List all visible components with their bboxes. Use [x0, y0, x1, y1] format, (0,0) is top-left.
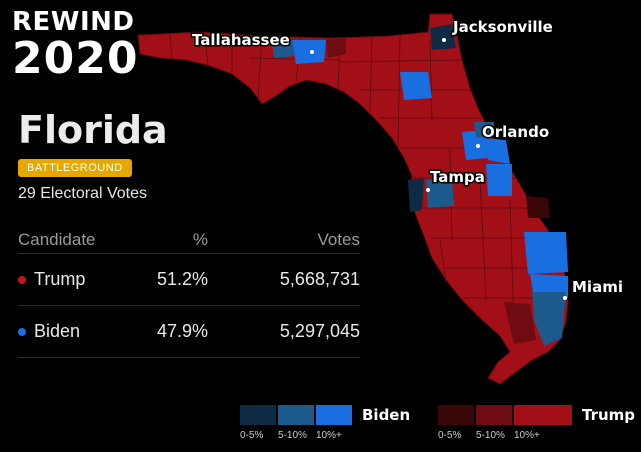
table-row-trump: Trump 51.2% 5,668,731	[18, 254, 360, 306]
svg-text:Jacksonville: Jacksonville	[452, 18, 553, 36]
county-alachua	[400, 72, 432, 100]
legend-swatch	[438, 405, 474, 425]
state-title: Florida	[18, 108, 168, 152]
legend-label: Trump	[582, 406, 636, 424]
county-polk-osc	[486, 164, 512, 196]
legend-swatch	[316, 405, 352, 425]
city-tallahassee: Tallahassee	[191, 30, 314, 54]
county-jefferson	[326, 38, 346, 58]
legend-swatch	[240, 405, 276, 425]
city-jacksonville: Jacksonville	[442, 17, 554, 42]
trump-dot-icon	[18, 275, 26, 284]
biden-dot-icon	[18, 327, 26, 336]
header-votes: Votes	[317, 229, 360, 249]
svg-text:Tallahassee: Tallahassee	[192, 31, 290, 49]
county-miami-dade	[532, 292, 566, 346]
county-monroe-mainland	[504, 302, 536, 344]
county-seminole	[474, 122, 494, 138]
svg-text:Orlando: Orlando	[482, 123, 549, 141]
legend-biden: Biden 0-5% 5-10% 10%+	[240, 405, 410, 441]
candidate-name: Biden	[34, 321, 81, 341]
legend-tick: 5-10%	[476, 430, 505, 441]
battleground-badge: BATTLEGROUND	[18, 159, 132, 177]
county-hillsborough	[426, 180, 454, 208]
results-table: Candidate % Votes Trump 51.2% 5,668,731 …	[18, 226, 360, 358]
legend-tick: 10%+	[316, 430, 342, 441]
legend-tick: 5-10%	[278, 430, 307, 441]
header-candidate: Candidate	[18, 229, 96, 249]
candidate-votes: 5,668,731	[279, 269, 360, 289]
city-orlando: Orlando	[476, 122, 551, 148]
electoral-votes: 29 Electoral Votes	[18, 185, 147, 202]
county-leon	[292, 40, 326, 64]
city-tampa: Tampa	[426, 167, 486, 192]
candidate-name: Trump	[34, 269, 86, 289]
county-osceola	[484, 138, 510, 164]
legend-tick: 0-5%	[240, 430, 264, 441]
legend-tick: 10%+	[514, 430, 540, 441]
county-palm-beach	[524, 232, 568, 274]
svg-text:Miami: Miami	[572, 278, 623, 296]
svg-text:Tampa: Tampa	[430, 168, 485, 186]
county-pinellas	[408, 178, 424, 212]
legend-tick: 0-5%	[438, 430, 462, 441]
candidate-pct: 47.9%	[156, 321, 208, 341]
county-orange	[462, 130, 488, 160]
county-duval	[430, 24, 456, 50]
florida-state-shape	[137, 13, 569, 385]
legend-label: Biden	[362, 406, 411, 424]
county-st-lucie	[526, 196, 550, 218]
legend-swatch	[476, 405, 512, 425]
legend-trump: Trump 0-5% 5-10% 10%+	[438, 405, 635, 441]
results-header-row: Candidate % Votes	[18, 226, 360, 254]
table-row-biden: Biden 47.9% 5,297,045	[18, 306, 360, 358]
city-miami: Miami	[563, 277, 624, 300]
legend-swatch	[514, 405, 572, 425]
candidate-pct: 51.2%	[156, 269, 208, 289]
logo-line2: 2020	[12, 33, 139, 84]
county-gadsden	[272, 40, 294, 58]
logo-line1: REWIND	[12, 7, 135, 37]
county-borders	[169, 32, 562, 331]
candidate-votes: 5,297,045	[279, 321, 360, 341]
rewind-logo: REWIND 2020	[12, 7, 139, 84]
legend-swatch	[278, 405, 314, 425]
header-pct: %	[192, 229, 208, 249]
